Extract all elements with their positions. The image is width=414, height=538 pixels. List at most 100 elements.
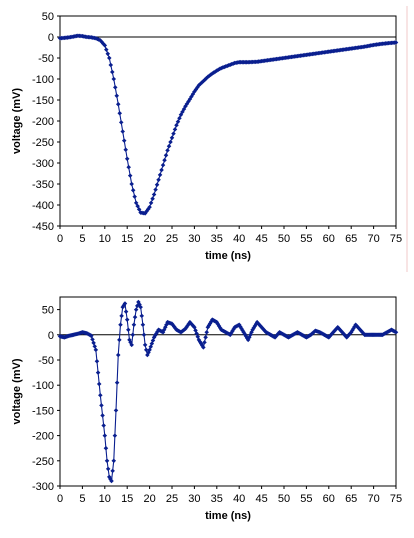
y-tick-label: -250 bbox=[32, 137, 54, 149]
data-point-marker bbox=[175, 119, 181, 124]
x-tick-label: 45 bbox=[255, 233, 267, 245]
data-point-marker bbox=[111, 458, 117, 464]
data-point-marker bbox=[169, 135, 175, 141]
data-point-marker bbox=[113, 408, 119, 413]
data-point-marker bbox=[96, 381, 102, 387]
data-point-marker bbox=[118, 322, 123, 327]
x-tick-label: 5 bbox=[79, 233, 85, 245]
y-tick-label: -150 bbox=[32, 405, 54, 417]
data-point-marker bbox=[110, 468, 115, 474]
data-point-marker bbox=[130, 332, 136, 338]
x-tick-label: 15 bbox=[121, 233, 133, 245]
data-point-marker bbox=[110, 69, 115, 75]
data-point-marker bbox=[139, 313, 145, 319]
data-point-marker bbox=[121, 138, 127, 143]
data-point-marker bbox=[117, 111, 122, 116]
x-tick-label: 35 bbox=[211, 493, 223, 505]
x-tick-label: 70 bbox=[367, 233, 379, 245]
data-point-marker bbox=[171, 131, 176, 136]
data-point-marker bbox=[165, 148, 170, 153]
plot-area bbox=[59, 15, 397, 227]
data-point-marker bbox=[100, 413, 105, 418]
data-point-marker bbox=[115, 101, 121, 107]
data-point-marker bbox=[98, 393, 103, 398]
y-tick-label: 50 bbox=[42, 305, 54, 317]
y-tick-label: -200 bbox=[32, 116, 54, 128]
data-point-marker bbox=[126, 327, 131, 333]
data-point-marker bbox=[177, 115, 182, 121]
data-point-marker bbox=[111, 76, 117, 82]
data-point-marker bbox=[393, 330, 399, 335]
y-axis-title: voltage (mV) bbox=[11, 88, 23, 154]
data-point-marker bbox=[124, 156, 130, 162]
y-tick-label: 0 bbox=[48, 330, 54, 342]
data-point-marker bbox=[140, 322, 146, 327]
x-tick-label: 40 bbox=[233, 493, 245, 505]
data-point-marker bbox=[153, 187, 158, 192]
data-point-marker bbox=[124, 317, 130, 322]
data-point-marker bbox=[104, 47, 109, 52]
data-point-marker bbox=[133, 307, 139, 312]
data-point-marker bbox=[123, 147, 128, 152]
data-point-marker bbox=[162, 157, 167, 163]
data-point-marker bbox=[132, 314, 138, 320]
plot-area bbox=[59, 296, 397, 487]
x-tick-label: 60 bbox=[323, 493, 335, 505]
x-tick-label: 0 bbox=[57, 493, 63, 505]
data-point-marker bbox=[159, 167, 164, 173]
series-line bbox=[59, 301, 397, 482]
x-tick-label: 5 bbox=[79, 493, 85, 505]
x-tick-label: 70 bbox=[367, 493, 379, 505]
data-point-marker bbox=[130, 188, 136, 193]
x-tick-label: 50 bbox=[278, 493, 290, 505]
x-tick-label: 25 bbox=[166, 233, 178, 245]
data-point-marker bbox=[114, 93, 120, 99]
x-tick-label: 40 bbox=[233, 233, 245, 245]
data-point-marker bbox=[99, 403, 104, 408]
x-tick-label: 25 bbox=[166, 493, 178, 505]
y-tick-label: -300 bbox=[32, 158, 54, 170]
data-point-marker bbox=[203, 335, 208, 340]
data-point-marker bbox=[166, 143, 172, 149]
data-point-marker bbox=[150, 196, 155, 201]
data-point-marker bbox=[119, 313, 124, 319]
data-point-marker bbox=[148, 200, 154, 206]
y-tick-label: -400 bbox=[32, 200, 54, 212]
data-point-marker bbox=[101, 423, 106, 428]
data-point-marker bbox=[126, 164, 131, 170]
data-point-marker bbox=[118, 120, 124, 125]
data-point-marker bbox=[201, 345, 206, 350]
y-tick-label: 0 bbox=[48, 32, 54, 44]
x-tick-label: 45 bbox=[255, 493, 267, 505]
x-tick-label: 75 bbox=[390, 233, 402, 245]
y-tick-label: -300 bbox=[32, 481, 54, 493]
data-point-marker bbox=[168, 139, 173, 145]
data-point-marker bbox=[132, 194, 137, 199]
data-point-marker bbox=[115, 352, 121, 358]
data-point-marker bbox=[151, 192, 157, 197]
x-axis-title: time (ns) bbox=[205, 510, 251, 522]
y-tick-label: -50 bbox=[38, 53, 54, 65]
data-point-marker bbox=[127, 173, 133, 178]
y-tick-label: -200 bbox=[32, 431, 54, 443]
data-point-marker bbox=[93, 347, 99, 353]
x-tick-label: 10 bbox=[99, 493, 111, 505]
y-axis-title: voltage (mV) bbox=[11, 358, 23, 424]
data-point-marker bbox=[156, 177, 161, 183]
data-point-marker bbox=[131, 322, 137, 327]
data-point-marker bbox=[104, 458, 110, 464]
x-tick-label: 0 bbox=[57, 233, 63, 245]
data-point-marker bbox=[107, 55, 112, 61]
x-tick-label: 30 bbox=[188, 233, 200, 245]
x-tick-label: 35 bbox=[211, 233, 223, 245]
y-tick-label: 50 bbox=[42, 11, 54, 23]
x-tick-label: 50 bbox=[278, 233, 290, 245]
data-point-marker bbox=[91, 340, 96, 346]
x-tick-label: 20 bbox=[143, 493, 155, 505]
x-tick-label: 65 bbox=[345, 233, 357, 245]
x-tick-label: 30 bbox=[188, 493, 200, 505]
data-point-marker bbox=[154, 182, 160, 187]
y-tick-label: -150 bbox=[32, 95, 54, 107]
